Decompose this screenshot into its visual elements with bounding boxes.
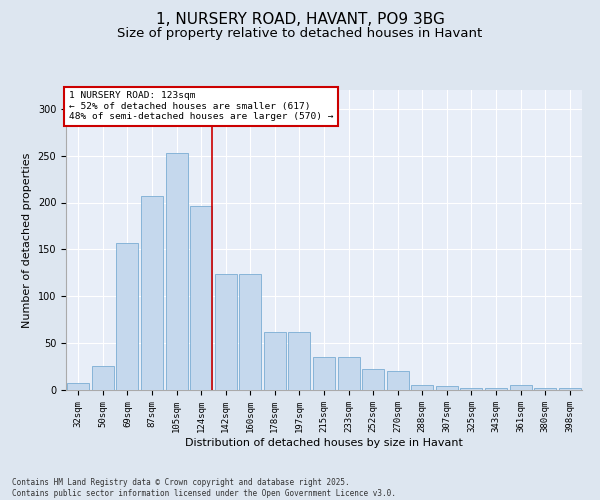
X-axis label: Distribution of detached houses by size in Havant: Distribution of detached houses by size …	[185, 438, 463, 448]
Bar	[534, 388, 556, 390]
Bar	[141, 196, 163, 390]
Bar	[559, 388, 581, 390]
Bar	[264, 332, 286, 390]
Bar	[92, 366, 114, 390]
Bar	[485, 388, 507, 390]
Bar	[116, 243, 139, 390]
Text: 1 NURSERY ROAD: 123sqm
← 52% of detached houses are smaller (617)
48% of semi-de: 1 NURSERY ROAD: 123sqm ← 52% of detached…	[68, 92, 333, 122]
Bar	[509, 386, 532, 390]
Bar	[386, 371, 409, 390]
Text: Contains HM Land Registry data © Crown copyright and database right 2025.
Contai: Contains HM Land Registry data © Crown c…	[12, 478, 396, 498]
Bar	[436, 386, 458, 390]
Text: Size of property relative to detached houses in Havant: Size of property relative to detached ho…	[118, 28, 482, 40]
Bar	[362, 370, 384, 390]
Bar	[289, 332, 310, 390]
Bar	[460, 388, 482, 390]
Y-axis label: Number of detached properties: Number of detached properties	[22, 152, 32, 328]
Text: 1, NURSERY ROAD, HAVANT, PO9 3BG: 1, NURSERY ROAD, HAVANT, PO9 3BG	[155, 12, 445, 28]
Bar	[411, 386, 433, 390]
Bar	[215, 274, 237, 390]
Bar	[190, 206, 212, 390]
Bar	[338, 357, 359, 390]
Bar	[166, 153, 188, 390]
Bar	[313, 357, 335, 390]
Bar	[67, 384, 89, 390]
Bar	[239, 274, 262, 390]
